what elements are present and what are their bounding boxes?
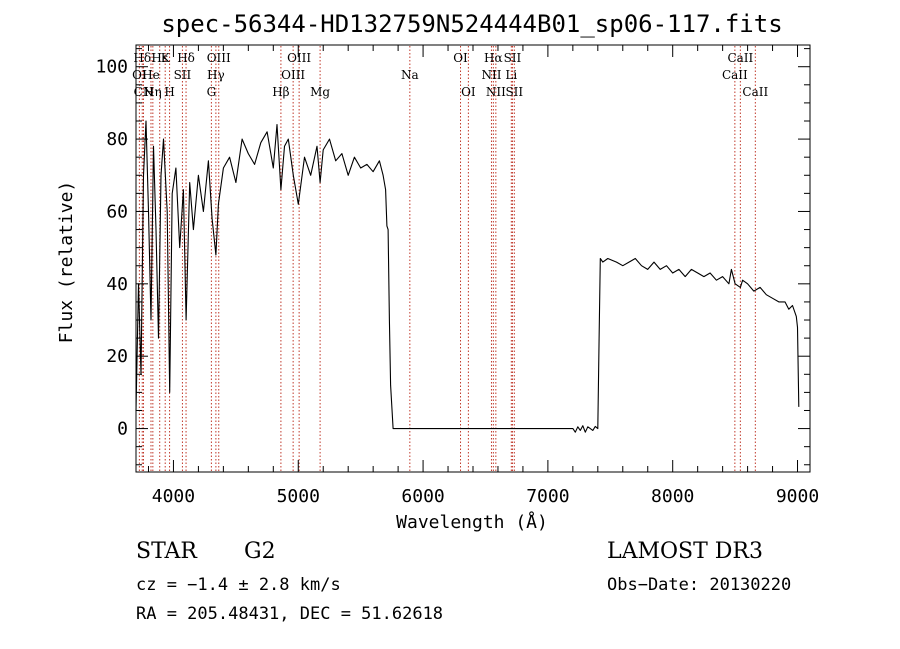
spectrum-line [135, 120, 800, 433]
line-marker-label: Hδ [177, 51, 195, 65]
line-marker-label: G [207, 85, 217, 99]
line-marker-label: Hδ [133, 51, 151, 65]
chart-title: spec-56344-HD132759N524444B01_sp06-117.f… [161, 10, 782, 38]
line-marker-label: Hβ [272, 85, 289, 99]
redshift-velocity: cz = −1.4 ± 2.8 km/s [136, 575, 341, 595]
line-marker-label: Hα [484, 51, 503, 65]
x-tick-label: 9000 [776, 486, 819, 507]
line-marker-label: OIII [287, 51, 311, 65]
x-tick-label: 6000 [401, 486, 444, 507]
y-tick-label: 80 [106, 129, 128, 150]
y-tick-label: 60 [106, 201, 128, 222]
spectrum-series-group [135, 120, 800, 433]
x-tick-label: 8000 [651, 486, 694, 507]
line-marker-label: NII [486, 85, 506, 99]
observation-date: Obs−Date: 20130220 [607, 575, 792, 595]
line-marker-label: K [161, 51, 171, 65]
line-marker-label: NII [481, 68, 501, 82]
line-marker-label: Hγ [207, 68, 225, 82]
line-marker-label: Hη [144, 85, 162, 99]
line-marker-label: He [142, 68, 160, 82]
x-tick-label: 4000 [152, 486, 195, 507]
x-tick-label: 5000 [277, 486, 320, 507]
line-marker-group [138, 46, 756, 471]
line-marker-label: Li [505, 68, 517, 82]
line-marker-label: SII [505, 85, 523, 99]
y-tick-label: 40 [106, 274, 128, 295]
line-marker-label: OI [453, 51, 468, 65]
coordinates: RA = 205.48431, DEC = 51.62618 [136, 604, 444, 624]
plot-frame [135, 44, 811, 473]
line-marker-label: Hε [151, 51, 168, 65]
y-tick-label: 100 [95, 57, 128, 78]
line-marker-label: Na [401, 68, 419, 82]
y-tick-label: 20 [106, 346, 128, 367]
line-marker-label: CaII [722, 68, 748, 82]
y-axis-label: Flux (relative) [56, 181, 77, 344]
x-axis-label: Wavelength (Å) [396, 511, 548, 533]
line-marker-label: Mg [310, 85, 330, 99]
line-marker-label: SII [174, 68, 192, 82]
survey-name: LAMOST DR3 [607, 539, 763, 564]
line-marker-label: OI [461, 85, 476, 99]
line-marker-label: OIII [281, 68, 305, 82]
line-marker-label: OIII [207, 51, 231, 65]
line-marker-label: SII [504, 51, 522, 65]
x-tick-label: 7000 [526, 486, 569, 507]
line-marker-label-group: OIHδCNHeHηHεKHSIIHδGHγOIIIHβOIIIOIIIMgNa… [132, 51, 768, 99]
line-marker-label: CN [134, 85, 154, 99]
x-axis: 4000 5000 6000 7000 8000 9000 [147, 45, 819, 507]
object-subclass: G2 [244, 539, 276, 564]
object-type: STAR [136, 539, 197, 564]
y-tick-label: 0 [117, 419, 128, 440]
y-axis: 0 20 40 60 80 100 [95, 48, 810, 466]
line-marker-label: CaII [727, 51, 753, 65]
line-marker-label: H [164, 85, 174, 99]
line-marker-label: CaII [742, 85, 768, 99]
